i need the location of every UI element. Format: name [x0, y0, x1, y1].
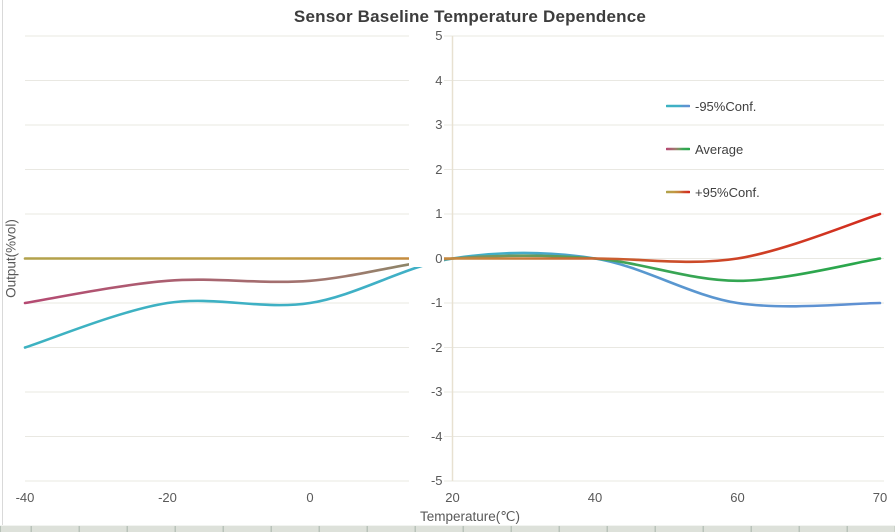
y-axis-title: Output(%vol) — [3, 219, 19, 298]
legend-label-average: Average — [695, 141, 744, 157]
legend-item-minus95conf: -95%Conf. — [666, 96, 760, 116]
y-tick-label: -5 — [408, 473, 444, 489]
y-tick-label: 2 — [408, 161, 444, 178]
y-tick-label: -2 — [408, 339, 444, 356]
series-path-95conf — [23, 212, 882, 264]
legend-item-average: Average — [666, 139, 760, 159]
x-tick-label: 20 — [445, 490, 460, 505]
y-tick-label: -4 — [408, 428, 444, 445]
y-tick-label: 5 — [408, 28, 444, 44]
left-border — [2, 0, 3, 526]
y-tick-label: 0 — [408, 250, 444, 267]
legend: -95%Conf. Average +95%Conf. — [666, 96, 760, 202]
legend-item-plus95conf: +95%Conf. — [666, 182, 760, 202]
x-tick-label: -20 — [158, 490, 177, 505]
legend-label-minus95conf: -95%Conf. — [695, 98, 757, 114]
legend-label-plus95conf: +95%Conf. — [695, 184, 760, 200]
chart-title: Sensor Baseline Temperature Dependence — [293, 7, 647, 26]
x-axis-title: Temperature(℃) — [420, 509, 520, 524]
legend-swatch-plus95conf-icon — [666, 190, 690, 194]
legend-swatch-average-icon — [666, 147, 690, 151]
x-tick-label: -40 — [15, 490, 35, 505]
y-tick-label: 3 — [408, 117, 444, 133]
legend-swatch-minus95conf-icon — [666, 104, 690, 108]
y-tick-label: 1 — [408, 206, 444, 222]
y-tick-label: -3 — [408, 384, 444, 400]
x-tick-label: 0 — [306, 490, 314, 505]
x-tick-label: 70 — [872, 490, 888, 505]
bottom-strip — [0, 525, 895, 532]
x-tick-label: 60 — [730, 490, 745, 505]
y-tick-label: 4 — [408, 72, 444, 89]
y-tick-label: -1 — [408, 295, 444, 311]
x-tick-label: 40 — [587, 490, 603, 505]
